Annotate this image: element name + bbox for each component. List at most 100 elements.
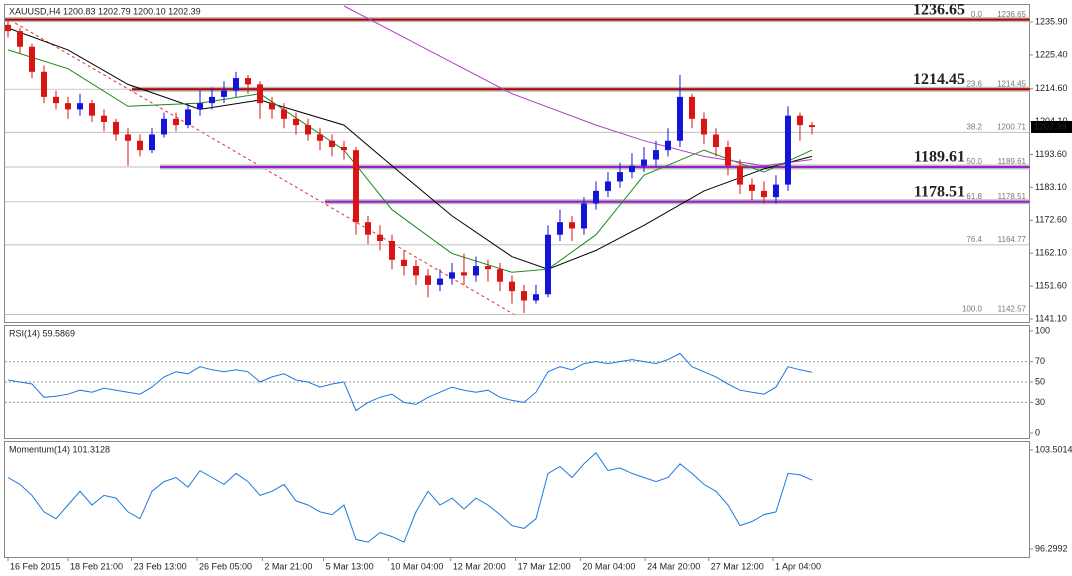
candle-body [508,281,515,292]
x-tick-label: 5 Mar 13:00 [326,561,374,571]
candle-body [400,259,407,267]
y-tick-label: 70 [1035,356,1045,366]
candle-body [124,134,131,141]
candle-body [16,31,23,47]
candle-body [808,125,815,127]
fib-value: 1189.61 [998,157,1027,166]
y-tick-label: 50 [1035,376,1045,386]
fib-ratio: 50.0 [966,157,982,166]
candle-body [700,118,707,135]
y-tick-label: 1225.40 [1035,49,1068,59]
candle-body [592,190,599,204]
candle-body [748,184,755,191]
main-panel [4,4,1030,323]
fib-ratio: 61.8 [966,192,982,201]
candle-body [796,115,803,126]
moving-average [7,49,813,273]
candle-body [640,159,647,166]
candle-body [424,275,431,285]
last-price-tag [1031,120,1072,133]
x-tick-label: 27 Mar 12:00 [711,561,764,571]
momentum-panel [4,441,1030,558]
y-tick-label: 30 [1035,397,1045,407]
x-tick-label: 10 Mar 04:00 [390,561,443,571]
panel-title: Momentum(14) 101.3128 [9,444,110,454]
candle-body [52,96,59,104]
candle-body [628,165,635,173]
candle-body [232,78,239,91]
candle-body [88,103,95,116]
y-tick-label: 1162.10 [1035,248,1067,258]
candle-body [256,84,263,104]
x-tick-label: 1 Apr 04:00 [775,561,821,571]
candle-body [280,109,287,119]
candle-body [28,46,35,72]
candle-body [520,291,527,301]
x-tick-label: 16 Feb 2015 [10,561,61,571]
y-tick-label: 96.2992 [1035,543,1068,553]
candle-body [292,118,299,126]
y-tick-label: 0 [1035,427,1040,437]
y-tick-label: 1151.60 [1035,280,1067,290]
candle-body [460,272,467,276]
chart-title: XAUUSD,H4 1200.83 1202.79 1200.10 1202.3… [9,6,201,16]
candle-body [4,24,11,32]
candle-body [568,222,575,229]
candle-body [712,134,719,148]
candle-body [40,71,47,97]
candle-body [412,266,419,276]
candle-body [688,96,695,119]
indicator-line [7,352,813,412]
candle-body [304,125,311,135]
candle-body [484,266,491,270]
candle-body [604,181,611,191]
x-tick-label: 17 Mar 12:00 [518,561,571,571]
candle-body [268,103,275,110]
trend-line [9,19,516,316]
candle-body [652,150,659,160]
x-tick-label: 20 Mar 04:00 [582,561,635,571]
moving-average [7,27,813,270]
candle-body [352,150,359,223]
panel-title: RSI(14) 59.5869 [9,328,75,338]
y-tick-label: 103.5014 [1035,444,1072,454]
indicator-line [7,452,813,543]
candle-body [736,165,743,185]
candle-body [136,140,143,151]
fib-value: 1142.57 [998,304,1027,313]
candle-body [472,266,479,276]
candle-body [112,121,119,135]
candle-body [364,222,371,235]
fib-ratio: 76.4 [966,235,982,244]
candle-body [664,140,671,151]
level-label: 1189.61 [914,149,965,166]
y-tick-label: 1193.60 [1035,149,1067,159]
candle-body [532,294,539,301]
y-tick-label: 100 [1035,325,1050,335]
candle-body [496,269,503,282]
fib-value: 1200.71 [997,122,1026,131]
fib-ratio: 100.0 [962,304,983,313]
candle-body [316,134,323,141]
y-tick-label: 1214.60 [1035,83,1068,93]
y-tick-label: 1183.10 [1035,182,1067,192]
candle-body [544,234,551,295]
last-price-label: 1202.39 [1034,121,1067,131]
candle-body [64,103,71,110]
x-tick-label: 18 Feb 21:00 [70,561,123,571]
candle-body [208,96,215,104]
x-tick-label: 24 Mar 20:00 [647,561,700,571]
candle-body [376,234,383,241]
fib-ratio: 0.0 [971,10,983,19]
candle-body [616,172,623,182]
candle-body [772,184,779,198]
y-tick-label: 1141.10 [1035,313,1067,323]
candle-body [148,134,155,151]
candle-body [184,109,191,126]
x-tick-label: 26 Feb 05:00 [199,561,252,571]
candle-body [388,240,395,260]
y-tick-label: 1235.90 [1035,16,1068,26]
candle-body [100,115,107,122]
